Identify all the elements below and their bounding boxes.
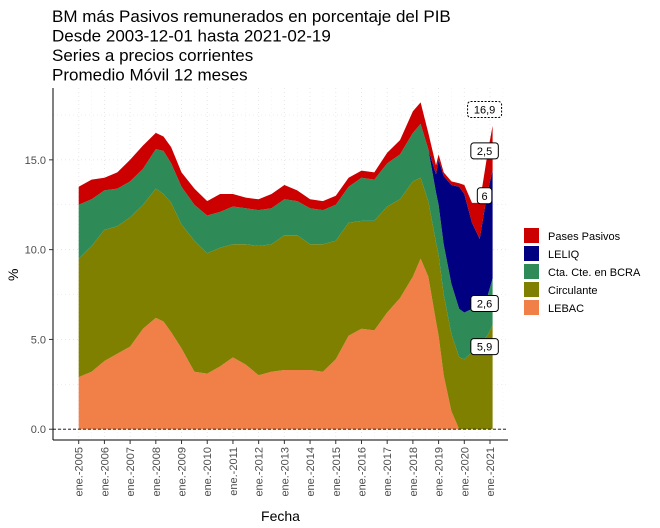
legend-swatch	[524, 300, 539, 315]
callout-value: 16,9	[474, 105, 495, 117]
area-circulante	[78, 177, 493, 430]
legend-label: LELIQ	[548, 249, 580, 261]
x-axis-label: Fecha	[261, 508, 300, 524]
y-tick-label: 15.0	[25, 155, 46, 167]
x-tick-label: ene.-2021	[485, 447, 497, 497]
x-tick-label: ene.-2017	[382, 447, 394, 497]
y-tick-label: 10.0	[25, 245, 46, 257]
x-tick-label: ene.-2006	[99, 447, 111, 497]
legend-item: Circulante	[524, 282, 598, 297]
callout-label: 16,9	[467, 101, 503, 119]
legend-label: Circulante	[548, 285, 598, 297]
axes: 0.0 5.0 10.0 15.0 ene.-2005 ene.-2006 ene.-200…	[25, 88, 508, 497]
area-lebac	[78, 258, 493, 430]
x-tick-label: ene.-2009	[177, 447, 189, 497]
callout-value: 2,5	[477, 146, 492, 158]
legend-label: Cta. Cte. en BCRA	[548, 267, 641, 279]
callout-label: 2,5	[470, 142, 499, 160]
legend-swatch	[524, 282, 539, 297]
x-tick-label: ene.-2005	[74, 447, 86, 497]
x-tick-label: ene.-2015	[331, 447, 343, 497]
callout-value: 6	[482, 191, 488, 203]
callout-box	[470, 142, 499, 160]
callout-label: 6	[476, 187, 493, 205]
callout-value: 5,9	[477, 342, 492, 354]
x-tick-label: ene.-2018	[408, 447, 420, 497]
legend-label: Pases Pasivos	[548, 231, 621, 243]
callout-label: 5,9	[470, 338, 499, 356]
x-tick-label: ene.-2013	[279, 447, 291, 497]
title-line: Promedio Móvil 12 meses	[52, 66, 248, 85]
legend-swatch	[524, 246, 539, 261]
x-tick-label: ene.-2014	[305, 447, 317, 497]
callout-box	[470, 295, 499, 313]
legend-item: Cta. Cte. en BCRA	[524, 264, 641, 279]
value-callouts: 16,9 2,5 6 2,6 5,9	[467, 101, 503, 356]
legend-swatch	[524, 228, 539, 243]
y-tick-label: 0.0	[31, 424, 46, 436]
area-cta-cte-en-bcra	[78, 123, 493, 360]
legend: Pases Pasivos LELIQ Cta. Cte. en BCRA Circu…	[524, 228, 641, 315]
x-tick-label: ene.-2020	[459, 447, 471, 497]
legend-swatch	[524, 264, 539, 279]
legend-item: LEBAC	[524, 300, 584, 315]
y-tick-label: 5.0	[31, 334, 46, 346]
x-tick-label: ene.-2011	[228, 447, 240, 496]
stacked-areas	[78, 102, 493, 430]
title-line: BM más Pasivos remunerados en porcentaje…	[52, 7, 451, 26]
callout-box	[470, 338, 499, 356]
chart-title: BM más Pasivos remunerados en porcentaje…	[52, 7, 451, 85]
title-line: Desde 2003-12-01 hasta 2021-02-19	[52, 27, 331, 46]
legend-item: Pases Pasivos	[524, 228, 621, 243]
legend-label: LEBAC	[548, 303, 584, 315]
y-axis-label: %	[5, 269, 21, 281]
x-tick-label: ene.-2016	[356, 447, 368, 497]
x-tick-label: ene.-2007	[125, 447, 137, 497]
callout-value: 2,6	[477, 299, 492, 311]
x-tick-label: ene.-2008	[151, 447, 163, 497]
title-line: Series a precios corrientes	[52, 46, 253, 65]
x-tick-label: ene.-2019	[434, 447, 446, 497]
callout-label: 2,6	[470, 295, 499, 313]
callout-box	[467, 101, 503, 119]
x-tick-label: ene.-2010	[202, 447, 214, 497]
x-tick-label: ene.-2012	[254, 447, 266, 497]
callout-box	[476, 187, 493, 205]
legend-item: LELIQ	[524, 246, 580, 261]
